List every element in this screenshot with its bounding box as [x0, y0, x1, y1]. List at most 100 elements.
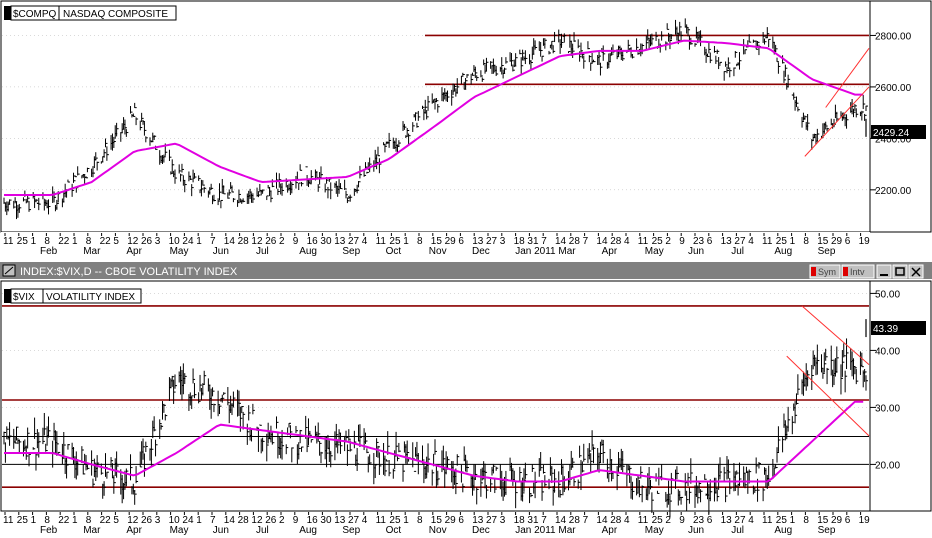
x-day-label: 25: [389, 236, 401, 247]
x-month-label: Jun: [213, 525, 229, 536]
x-month-label: Aug: [299, 246, 317, 257]
x-day-label: 31: [527, 515, 539, 526]
x-month-label: Feb: [40, 246, 58, 257]
x-day-label: 14: [596, 515, 608, 526]
x-month-label: Jan 2011: [515, 525, 556, 536]
x-day-label: 8: [86, 515, 92, 526]
x-day-label: 8: [44, 236, 50, 247]
x-day-label: 9: [679, 236, 685, 247]
x-day-label: 25: [17, 236, 29, 247]
bot-y-tick-label: 50.00: [875, 289, 900, 300]
x-day-label: 25: [652, 515, 664, 526]
x-month-label: Aug: [774, 525, 792, 536]
x-day-label: 1: [196, 236, 202, 247]
x-day-label: 25: [776, 515, 788, 526]
vix-title-text: INDEX:$VIX,D -- CBOE VOLATILITY INDEX: [20, 266, 238, 278]
close-button[interactable]: [908, 264, 924, 279]
x-day-label: 11: [376, 236, 387, 247]
x-day-label: 25: [776, 236, 788, 247]
x-month-label: Sep: [818, 246, 836, 257]
sym-button[interactable]: Sym: [809, 264, 841, 279]
x-day-label: 16: [307, 515, 319, 526]
intv-button-label: Intv: [850, 267, 865, 277]
x-day-label: 11: [762, 236, 773, 247]
x-day-label: 8: [417, 515, 423, 526]
vix-trend-line-upper: [801, 305, 870, 366]
x-day-label: 1: [403, 515, 409, 526]
x-month-label: Nov: [429, 525, 447, 536]
x-day-label: 3: [500, 236, 506, 247]
x-day-label: 10: [169, 515, 181, 526]
top-y-tick-label: 2200.00: [875, 186, 912, 197]
x-day-label: 4: [748, 515, 754, 526]
x-day-label: 22: [58, 236, 70, 247]
vix-title-bar: [0, 262, 932, 279]
x-month-label: Jul: [256, 525, 269, 536]
x-day-label: 14: [224, 236, 236, 247]
x-day-label: 11: [638, 515, 649, 526]
x-day-label: 23: [693, 515, 705, 526]
intv-button[interactable]: Intv: [841, 264, 875, 279]
x-day-label: 28: [569, 515, 581, 526]
x-day-label: 14: [596, 236, 608, 247]
vix-y-tick-labels: 20.00 30.00 40.00 50.00: [870, 289, 900, 471]
x-day-label: 31: [527, 236, 539, 247]
x-month-label: Jun: [688, 525, 704, 536]
x-day-label: 27: [486, 515, 498, 526]
x-day-label: 8: [86, 236, 92, 247]
x-day-label: 13: [334, 236, 346, 247]
x-day-label: 12: [127, 236, 139, 247]
x-day-label: 6: [845, 515, 851, 526]
x-month-label: Mar: [83, 246, 101, 257]
x-day-label: 27: [734, 515, 746, 526]
x-day-label: 1: [196, 515, 202, 526]
x-day-label: 27: [734, 236, 746, 247]
x-day-label: 24: [182, 515, 194, 526]
x-day-label: 26: [141, 236, 153, 247]
x-day-label: 14: [555, 236, 567, 247]
x-day-label: 28: [610, 515, 622, 526]
x-day-label: 11: [762, 515, 773, 526]
x-month-label: Dec: [472, 246, 490, 257]
x-month-label: Mar: [558, 246, 576, 257]
nasdaq-symbol: $COMPQ: [13, 9, 57, 20]
x-month-label: Jul: [731, 246, 744, 257]
x-month-label: Sep: [818, 525, 836, 536]
x-day-label: 5: [113, 236, 119, 247]
maximize-button[interactable]: [892, 264, 908, 279]
x-day-label: 2: [279, 515, 285, 526]
vix-window-icon: [2, 264, 16, 277]
x-month-label: Jan 2011: [515, 246, 556, 257]
x-month-label: Aug: [299, 525, 317, 536]
x-day-label: 22: [58, 515, 70, 526]
x-day-label: 22: [100, 236, 112, 247]
x-day-label: 6: [707, 236, 713, 247]
bot-y-tick-label: 20.00: [875, 460, 900, 471]
x-day-label: 29: [445, 515, 457, 526]
x-month-label: Jun: [213, 246, 229, 257]
x-day-label: 8: [417, 236, 423, 247]
vix-last-value: 43.39: [873, 324, 898, 335]
vix-moving-average-line: [4, 400, 864, 483]
x-month-label: Apr: [126, 525, 142, 536]
x-day-label: 2: [279, 236, 285, 247]
minimize-button[interactable]: [876, 264, 892, 279]
x-day-label: 8: [803, 236, 809, 247]
nasdaq-axis-area: [869, 0, 932, 233]
x-month-label: Mar: [558, 525, 576, 536]
top-y-tick-label: 2400.00: [875, 134, 912, 145]
nasdaq-panel: [0, 0, 871, 233]
x-day-label: 13: [472, 236, 484, 247]
x-day-label: 12: [251, 515, 263, 526]
x-month-label: Apr: [602, 246, 618, 257]
x-day-label: 15: [817, 515, 829, 526]
x-month-label: Mar: [83, 525, 101, 536]
x-day-label: 19: [859, 236, 871, 247]
x-month-label: Sep: [342, 246, 360, 257]
x-day-label: 2: [665, 515, 671, 526]
x-day-label: 15: [431, 236, 443, 247]
x-day-label: 7: [210, 515, 216, 526]
x-day-label: 1: [790, 515, 796, 526]
nasdaq-moving-average-line: [4, 39, 864, 196]
